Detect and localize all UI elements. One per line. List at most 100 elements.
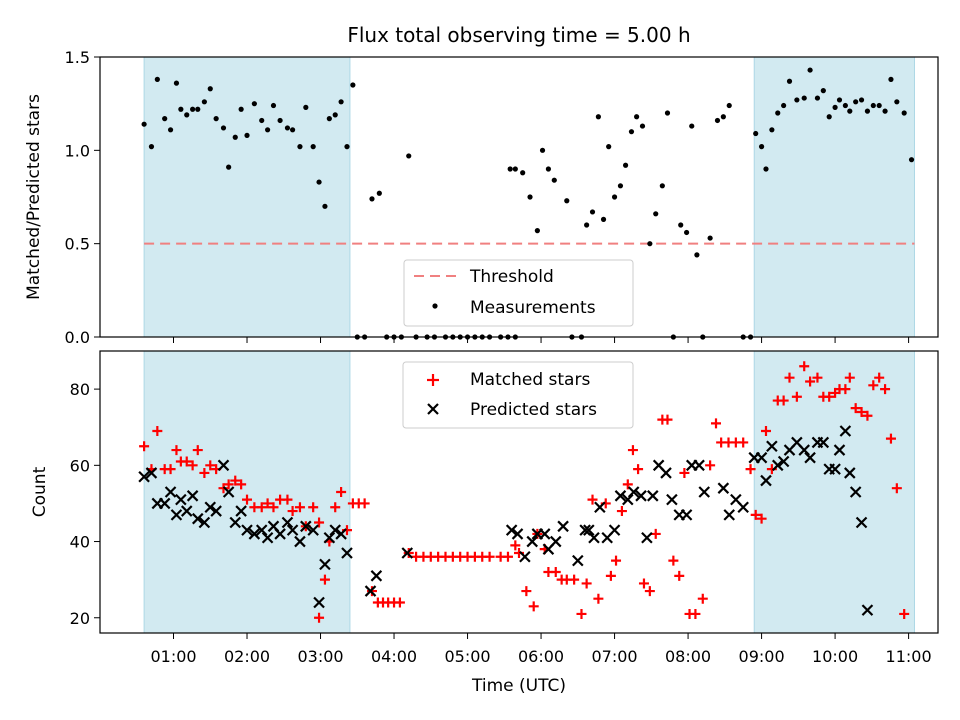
matched-star-marker: [899, 608, 910, 619]
measurement-point: [251, 101, 257, 107]
measurement-point: [853, 99, 859, 105]
y-tick-label: 80: [70, 380, 90, 399]
measurement-point: [600, 216, 607, 222]
measurement-point: [512, 166, 518, 172]
measurement-point: [376, 190, 382, 196]
measurement-point: [369, 196, 375, 202]
predicted-star-marker: [248, 528, 261, 540]
x-tick-label: 03:00: [297, 647, 343, 666]
legend-matched-label: Matched stars: [470, 370, 590, 390]
measurement-point: [162, 116, 168, 122]
x-tick-label: 07:00: [592, 647, 638, 666]
measurement-point: [173, 80, 180, 86]
measurement-point: [226, 164, 232, 170]
bottom-legend-box: [402, 361, 634, 429]
measurement-point: [195, 106, 201, 112]
measurement-point: [190, 106, 196, 112]
matched-star-marker: [171, 445, 182, 456]
predicted-star-marker: [698, 486, 711, 498]
measurement-points: [141, 67, 915, 340]
y-tick-label: 0.0: [65, 328, 90, 347]
measurement-point: [836, 97, 843, 103]
matched-star-marker: [314, 612, 325, 623]
measurement-point: [842, 102, 848, 109]
x-tick-label: 01:00: [150, 647, 196, 666]
predicted-star-marker: [861, 604, 874, 616]
observing-window-1: [143, 56, 351, 338]
bottom-y-ticks: 20 40 60 80: [70, 380, 100, 628]
predicted-star-marker: [294, 535, 306, 548]
x-tick-label: 10:00: [812, 647, 858, 666]
matched-star-marker: [885, 433, 896, 444]
measurement-point: [265, 127, 271, 133]
top-y-ticks: 0.0 0.5 1.0 1.5: [65, 48, 100, 347]
legend-predicted-label: Predicted stars: [470, 400, 597, 420]
measurement-point: [876, 102, 882, 109]
legend-predicted-swatch: [427, 403, 439, 415]
measurement-point: [595, 114, 601, 120]
predicted-star-marker: [370, 570, 383, 582]
matched-star-marker: [745, 464, 756, 475]
matched-star-marker: [181, 456, 192, 467]
measurement-point: [220, 125, 227, 131]
predicted-star-marker: [145, 467, 158, 479]
measurement-point: [775, 110, 781, 116]
predicted-star-marker: [191, 512, 204, 525]
predicted-star-marker: [693, 459, 705, 472]
matched-star-marker: [223, 479, 234, 490]
matched-star-marker: [152, 426, 163, 437]
matched-star-marker: [760, 426, 771, 437]
measurement-point: [832, 104, 838, 110]
predicted-star-marker: [222, 486, 235, 498]
predicted-star-marker: [760, 474, 772, 487]
measurement-point: [769, 127, 775, 133]
matched-star-marker: [891, 483, 902, 494]
x-tick-label: 05:00: [444, 647, 490, 666]
top-legend-box: [403, 259, 634, 327]
predicted-star-marker: [198, 516, 211, 529]
measurement-point: [303, 104, 309, 110]
predicted-star-marker: [817, 436, 830, 449]
measurement-point: [707, 235, 713, 241]
predicted-star-marker: [281, 516, 294, 529]
matched-star-marker: [336, 487, 347, 497]
x-tick-label: 08:00: [665, 647, 711, 666]
measurement-point: [753, 130, 759, 137]
measurement-point: [213, 116, 219, 122]
measurement-point: [154, 76, 160, 82]
measurement-point: [726, 102, 732, 109]
matched-star-marker: [576, 608, 587, 619]
measurement-point: [807, 67, 813, 73]
matched-star-marker: [799, 361, 810, 372]
predicted-star-marker: [274, 528, 286, 540]
measurement-point: [720, 114, 726, 120]
measurement-point: [332, 112, 338, 118]
predicted-star-marker: [777, 455, 790, 468]
predicted-star-marker: [839, 425, 852, 437]
measurement-point: [694, 252, 700, 258]
predicted-star-marker: [572, 554, 584, 567]
measurement-point: [297, 144, 303, 150]
measurement-point: [888, 76, 894, 82]
predicted-star-marker: [622, 493, 634, 506]
predicted-star-marker: [771, 459, 784, 472]
measurement-point: [894, 99, 900, 105]
bottom-x-ticks: 01:00 02:00 03:00 04:00 05:00 06:00 07:00 08:00…: [150, 633, 932, 666]
observing-window-2: [753, 350, 915, 634]
matched-star-marker: [791, 391, 802, 402]
measurement-point: [148, 144, 155, 150]
measurement-point: [689, 123, 695, 129]
y-tick-label: 1.5: [65, 48, 90, 67]
predicted-star-marker: [608, 524, 621, 536]
matched-star-marker: [705, 460, 716, 471]
predicted-star-marker: [401, 547, 414, 559]
matched-star-marker: [314, 517, 325, 528]
matched-star-marker: [805, 376, 816, 387]
y-tick-label: 40: [70, 533, 90, 552]
predicted-star-marker: [307, 524, 319, 536]
predicted-star-marker: [755, 451, 768, 464]
measurement-point: [350, 82, 356, 88]
predicted-star-marker: [210, 505, 222, 517]
predicted-star-marker: [804, 451, 816, 464]
